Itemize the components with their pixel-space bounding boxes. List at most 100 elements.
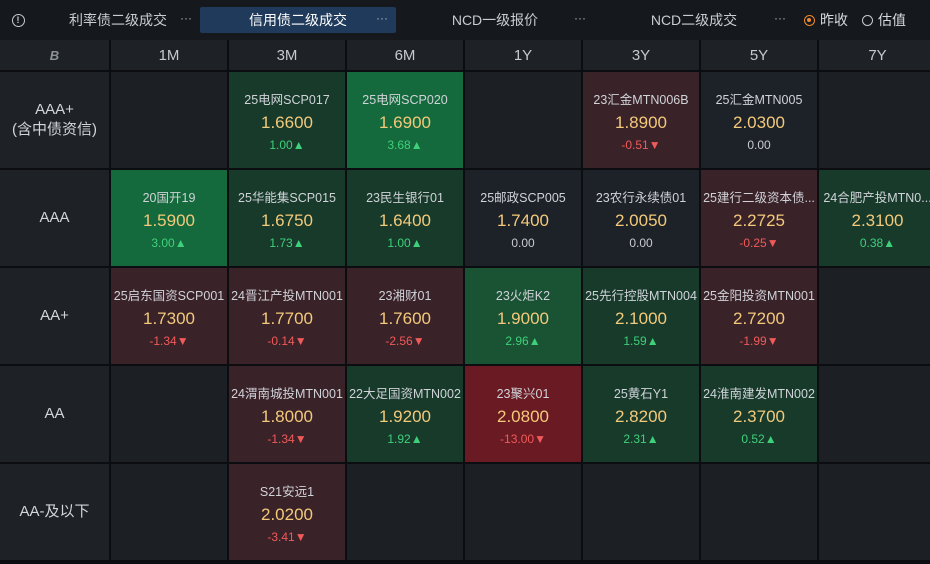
yield-change: -1.34▼ bbox=[149, 333, 189, 348]
yield-change: 0.52▲ bbox=[741, 431, 777, 446]
yield-change: 2.96▲ bbox=[505, 333, 541, 348]
row-label: AA bbox=[0, 366, 109, 462]
price-basis-radio-group: 昨收 估值 bbox=[804, 0, 906, 40]
more-icon[interactable]: ··· bbox=[376, 11, 388, 25]
yield-change: 0.38▲ bbox=[859, 235, 896, 250]
bond-yield: 1.5900 bbox=[143, 210, 195, 230]
more-icon[interactable]: ··· bbox=[574, 11, 586, 25]
info-icon: ! bbox=[11, 13, 25, 27]
more-icon[interactable]: ··· bbox=[180, 11, 192, 25]
bond-yield: 1.6400 bbox=[379, 210, 431, 230]
yield-change: 1.00▲ bbox=[269, 137, 305, 152]
yield-change: -2.56▼ bbox=[385, 333, 425, 348]
bond-yield: 2.2725 bbox=[733, 210, 785, 230]
brand-logo-icon: B bbox=[49, 47, 60, 63]
bond-cell[interactable]: 25华能集SCP015 1.6750 1.73▲ bbox=[229, 170, 345, 266]
bond-yield: 1.6750 bbox=[261, 210, 313, 230]
bond-cell[interactable]: 23民生银行01 1.6400 1.00▲ bbox=[347, 170, 463, 266]
bond-cell[interactable]: 25邮政SCP005 1.7400 0.00 bbox=[465, 170, 581, 266]
empty-cell bbox=[465, 72, 581, 168]
column-header: 1Y bbox=[465, 40, 581, 70]
bond-cell[interactable]: 25先行控股MTN004 2.1000 1.59▲ bbox=[583, 268, 699, 364]
tab-label: 利率债二级成交 bbox=[69, 12, 167, 28]
bond-cell[interactable]: 22大足国资MTN002 1.9200 1.92▲ bbox=[347, 366, 463, 462]
bond-cell[interactable]: 23湘财01 1.7600 -2.56▼ bbox=[347, 268, 463, 364]
bond-yield: 2.7200 bbox=[733, 308, 785, 328]
yield-change: 1.73▲ bbox=[269, 235, 305, 250]
yield-change: 1.59▲ bbox=[623, 333, 659, 348]
yield-change: -3.41▼ bbox=[267, 529, 307, 544]
bond-cell[interactable]: 24淮南建发MTN002 2.3700 0.52▲ bbox=[701, 366, 817, 462]
bond-cell[interactable]: S21安远1 2.0200 -3.41▼ bbox=[229, 464, 345, 560]
yield-change: -0.51▼ bbox=[621, 137, 661, 152]
bond-name: 23火炬K2 bbox=[495, 288, 551, 303]
bond-name: 25汇金MTN005 bbox=[715, 92, 803, 107]
bond-name: 25金阳投资MTN001 bbox=[703, 288, 815, 303]
column-header: 3Y bbox=[583, 40, 699, 70]
bond-yield: 1.7600 bbox=[379, 308, 431, 328]
bond-yield: 1.7300 bbox=[143, 308, 195, 328]
bond-cell[interactable]: 23火炬K2 1.9000 2.96▲ bbox=[465, 268, 581, 364]
bond-cell[interactable]: 23聚兴01 2.0800 -13.00▼ bbox=[465, 366, 581, 462]
bond-yield: 1.6900 bbox=[379, 112, 431, 132]
bond-cell[interactable]: 25启东国资SCP001 1.7300 -1.34▼ bbox=[111, 268, 227, 364]
column-header: 7Y bbox=[819, 40, 930, 70]
bond-name: 25电网SCP020 bbox=[362, 92, 448, 107]
yield-change: -1.99▼ bbox=[739, 333, 779, 348]
bond-yield: 1.7400 bbox=[497, 210, 549, 230]
yield-change: 3.00▲ bbox=[151, 235, 187, 250]
row-label: AA-及以下 bbox=[0, 464, 109, 560]
radio-prev-close[interactable]: 昨收 bbox=[804, 10, 848, 30]
bond-cell[interactable]: 20国开19 1.5900 3.00▲ bbox=[111, 170, 227, 266]
radio-unselected-icon bbox=[862, 14, 873, 26]
bond-yield: 1.9000 bbox=[497, 308, 549, 328]
info-button[interactable]: ! bbox=[0, 0, 36, 40]
tab-credit-bond-secondary[interactable]: 信用债二级成交 ··· bbox=[200, 7, 396, 33]
tab-ncd-primary-quote[interactable]: NCD一级报价 ··· bbox=[396, 7, 594, 33]
bond-cell[interactable]: 24合肥产投MTN0... 2.3100 0.38▲ bbox=[819, 170, 930, 266]
bond-yield: 1.9200 bbox=[379, 406, 431, 426]
empty-cell bbox=[819, 464, 930, 560]
column-header: 6M bbox=[347, 40, 463, 70]
empty-cell bbox=[819, 72, 930, 168]
bond-yield: 2.0800 bbox=[497, 406, 549, 426]
tab-bar: ! 利率债二级成交 ··· 信用债二级成交 ··· NCD一级报价 ··· NC… bbox=[0, 0, 930, 40]
bond-name: S21安远1 bbox=[259, 484, 315, 499]
bond-cell[interactable]: 25建行二级资本债... 2.2725 -0.25▼ bbox=[701, 170, 817, 266]
bond-cell[interactable]: 25汇金MTN005 2.0300 0.00 bbox=[701, 72, 817, 168]
bond-name: 25启东国资SCP001 bbox=[113, 288, 225, 303]
radio-label: 估值 bbox=[878, 12, 906, 28]
bond-yield: 1.8900 bbox=[615, 112, 667, 132]
bond-cell[interactable]: 24晋江产投MTN001 1.7700 -0.14▼ bbox=[229, 268, 345, 364]
bond-yield: 2.1000 bbox=[615, 308, 667, 328]
tab-ncd-secondary[interactable]: NCD二级成交 ··· bbox=[594, 7, 794, 33]
bond-name: 23汇金MTN006B bbox=[593, 92, 689, 107]
bond-cell[interactable]: 25电网SCP017 1.6600 1.00▲ bbox=[229, 72, 345, 168]
radio-label: 昨收 bbox=[820, 12, 848, 28]
yield-change: 1.92▲ bbox=[387, 431, 423, 446]
bond-name: 24淮南建发MTN002 bbox=[703, 386, 815, 401]
empty-cell bbox=[111, 72, 227, 168]
column-header: 3M bbox=[229, 40, 345, 70]
bond-cell[interactable]: 23农行永续债01 2.0050 0.00 bbox=[583, 170, 699, 266]
bond-name: 24晋江产投MTN001 bbox=[231, 288, 343, 303]
radio-selected-icon bbox=[804, 14, 815, 26]
bond-yield: 2.3700 bbox=[733, 406, 785, 426]
bond-cell[interactable]: 24渭南城投MTN001 1.8000 -1.34▼ bbox=[229, 366, 345, 462]
tab-label: 信用债二级成交 bbox=[249, 12, 347, 28]
bond-yield: 2.0050 bbox=[615, 210, 667, 230]
more-icon[interactable]: ··· bbox=[774, 11, 786, 25]
tab-rate-bond-secondary[interactable]: 利率债二级成交 ··· bbox=[36, 7, 200, 33]
radio-valuation[interactable]: 估值 bbox=[862, 10, 906, 30]
bond-cell[interactable]: 25黄石Y1 2.8200 2.31▲ bbox=[583, 366, 699, 462]
bond-name: 20国开19 bbox=[142, 190, 196, 205]
bond-name: 25华能集SCP015 bbox=[238, 190, 336, 205]
bond-cell[interactable]: 25电网SCP020 1.6900 3.68▲ bbox=[347, 72, 463, 168]
bond-cell[interactable]: 23汇金MTN006B 1.8900 -0.51▼ bbox=[583, 72, 699, 168]
bond-cell[interactable]: 25金阳投资MTN001 2.7200 -1.99▼ bbox=[701, 268, 817, 364]
yield-change: 0.00 bbox=[747, 137, 771, 152]
bond-name: 23聚兴01 bbox=[496, 386, 550, 401]
bond-name: 23农行永续债01 bbox=[595, 190, 687, 205]
bond-name: 25先行控股MTN004 bbox=[585, 288, 697, 303]
yield-change: 0.00 bbox=[511, 235, 535, 250]
